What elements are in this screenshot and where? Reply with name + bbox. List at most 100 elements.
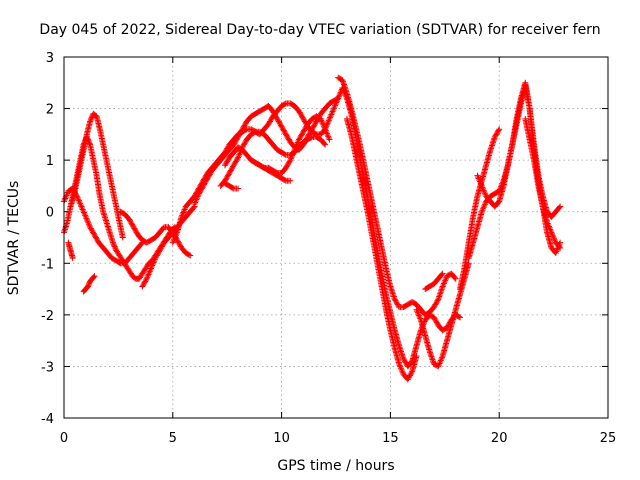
data-point-marker: [552, 238, 559, 245]
data-point-marker: [111, 243, 118, 250]
data-point-marker: [294, 139, 301, 146]
data-point-marker: [285, 159, 292, 166]
data-point-marker: [90, 274, 97, 281]
data-point-marker: [476, 178, 483, 185]
data-point-marker: [75, 197, 82, 204]
data-point-marker: [112, 244, 119, 251]
data-point-marker: [92, 234, 99, 241]
data-point-marker: [465, 260, 472, 267]
data-point-marker: [251, 129, 258, 136]
data-point-marker: [494, 128, 501, 135]
data-point-marker: [89, 228, 96, 235]
data-point-marker: [321, 140, 328, 147]
data-point-marker: [265, 121, 272, 128]
data-point-marker: [433, 318, 440, 325]
data-point-marker: [297, 110, 304, 117]
data-point-marker: [307, 128, 314, 135]
data-point-marker: [79, 205, 86, 212]
data-point-marker: [431, 315, 438, 322]
data-point-marker: [556, 204, 563, 211]
data-point-marker: [232, 159, 239, 166]
data-point-marker: [435, 363, 442, 370]
data-point-marker: [415, 311, 422, 318]
data-point-marker: [148, 263, 155, 270]
data-point-marker: [273, 114, 280, 121]
series-track-15: [339, 84, 464, 370]
data-point-marker: [482, 191, 489, 198]
data-point-marker: [236, 131, 243, 138]
data-point-marker: [299, 114, 306, 121]
series-track-19: [457, 126, 503, 293]
data-point-marker: [480, 185, 487, 192]
data-point-marker: [147, 266, 154, 273]
data-point-marker: [234, 135, 241, 142]
y-tick-label: -3: [41, 360, 54, 375]
data-point-marker: [140, 280, 147, 287]
data-point-marker: [455, 313, 462, 320]
data-point-marker: [281, 128, 288, 135]
data-point-marker: [272, 113, 279, 120]
data-point-marker: [408, 369, 415, 376]
data-point-marker: [222, 161, 229, 168]
data-point-marker: [281, 151, 288, 158]
data-point-marker: [413, 306, 420, 313]
data-point-marker: [181, 206, 188, 213]
data-point-marker: [227, 167, 234, 174]
data-point-marker: [319, 120, 326, 127]
data-point-marker: [236, 150, 243, 157]
data-point-marker: [282, 130, 289, 137]
data-point-marker: [555, 244, 562, 251]
data-point-marker: [393, 300, 400, 307]
data-point-marker: [238, 145, 245, 152]
data-point-marker: [407, 371, 414, 378]
data-point-marker: [478, 182, 485, 189]
data-point-marker: [397, 365, 404, 372]
data-point-marker: [139, 283, 146, 290]
data-point-marker: [295, 137, 302, 144]
data-point-marker: [144, 274, 151, 281]
series-track-3: [61, 185, 146, 267]
data-point-marker: [201, 180, 208, 187]
data-point-marker: [452, 275, 459, 282]
y-tick-label: -1: [41, 257, 54, 272]
data-point-marker: [76, 199, 83, 206]
data-point-marker: [320, 123, 327, 130]
data-point-marker: [334, 95, 341, 102]
data-point-marker: [441, 279, 448, 286]
data-point-marker: [325, 133, 332, 140]
data-point-marker: [129, 221, 136, 228]
data-point-marker: [77, 200, 84, 207]
data-point-marker: [442, 277, 449, 284]
data-point-marker: [301, 127, 308, 134]
data-point-marker: [275, 118, 282, 125]
data-point-marker: [190, 204, 197, 211]
data-point-marker: [228, 166, 235, 173]
data-point-marker: [240, 123, 247, 130]
data-point-marker: [328, 111, 335, 118]
data-point-marker: [391, 296, 398, 303]
data-point-marker: [230, 162, 237, 169]
data-point-marker: [430, 314, 437, 321]
data-point-marker: [157, 246, 164, 253]
data-point-marker: [87, 225, 94, 232]
data-point-marker: [62, 195, 69, 202]
data-point-marker: [277, 122, 284, 129]
data-point-marker: [553, 248, 560, 255]
data-point-marker: [85, 282, 92, 289]
data-point-marker: [80, 207, 87, 214]
data-points: [61, 74, 564, 383]
data-point-marker: [285, 161, 292, 168]
data-point-marker: [86, 280, 93, 287]
data-point-marker: [153, 252, 160, 259]
data-point-marker: [127, 217, 134, 224]
data-point-marker: [479, 184, 486, 191]
data-point-marker: [287, 157, 294, 164]
data-point-marker: [317, 115, 324, 122]
data-point-marker: [440, 282, 447, 289]
data-point-marker: [321, 124, 328, 131]
data-point-marker: [320, 121, 327, 128]
x-tick-label: 15: [382, 431, 399, 446]
data-point-marker: [159, 242, 166, 249]
y-axis-label: SDTVAR / TECUs: [6, 181, 22, 296]
data-point-marker: [401, 356, 408, 363]
